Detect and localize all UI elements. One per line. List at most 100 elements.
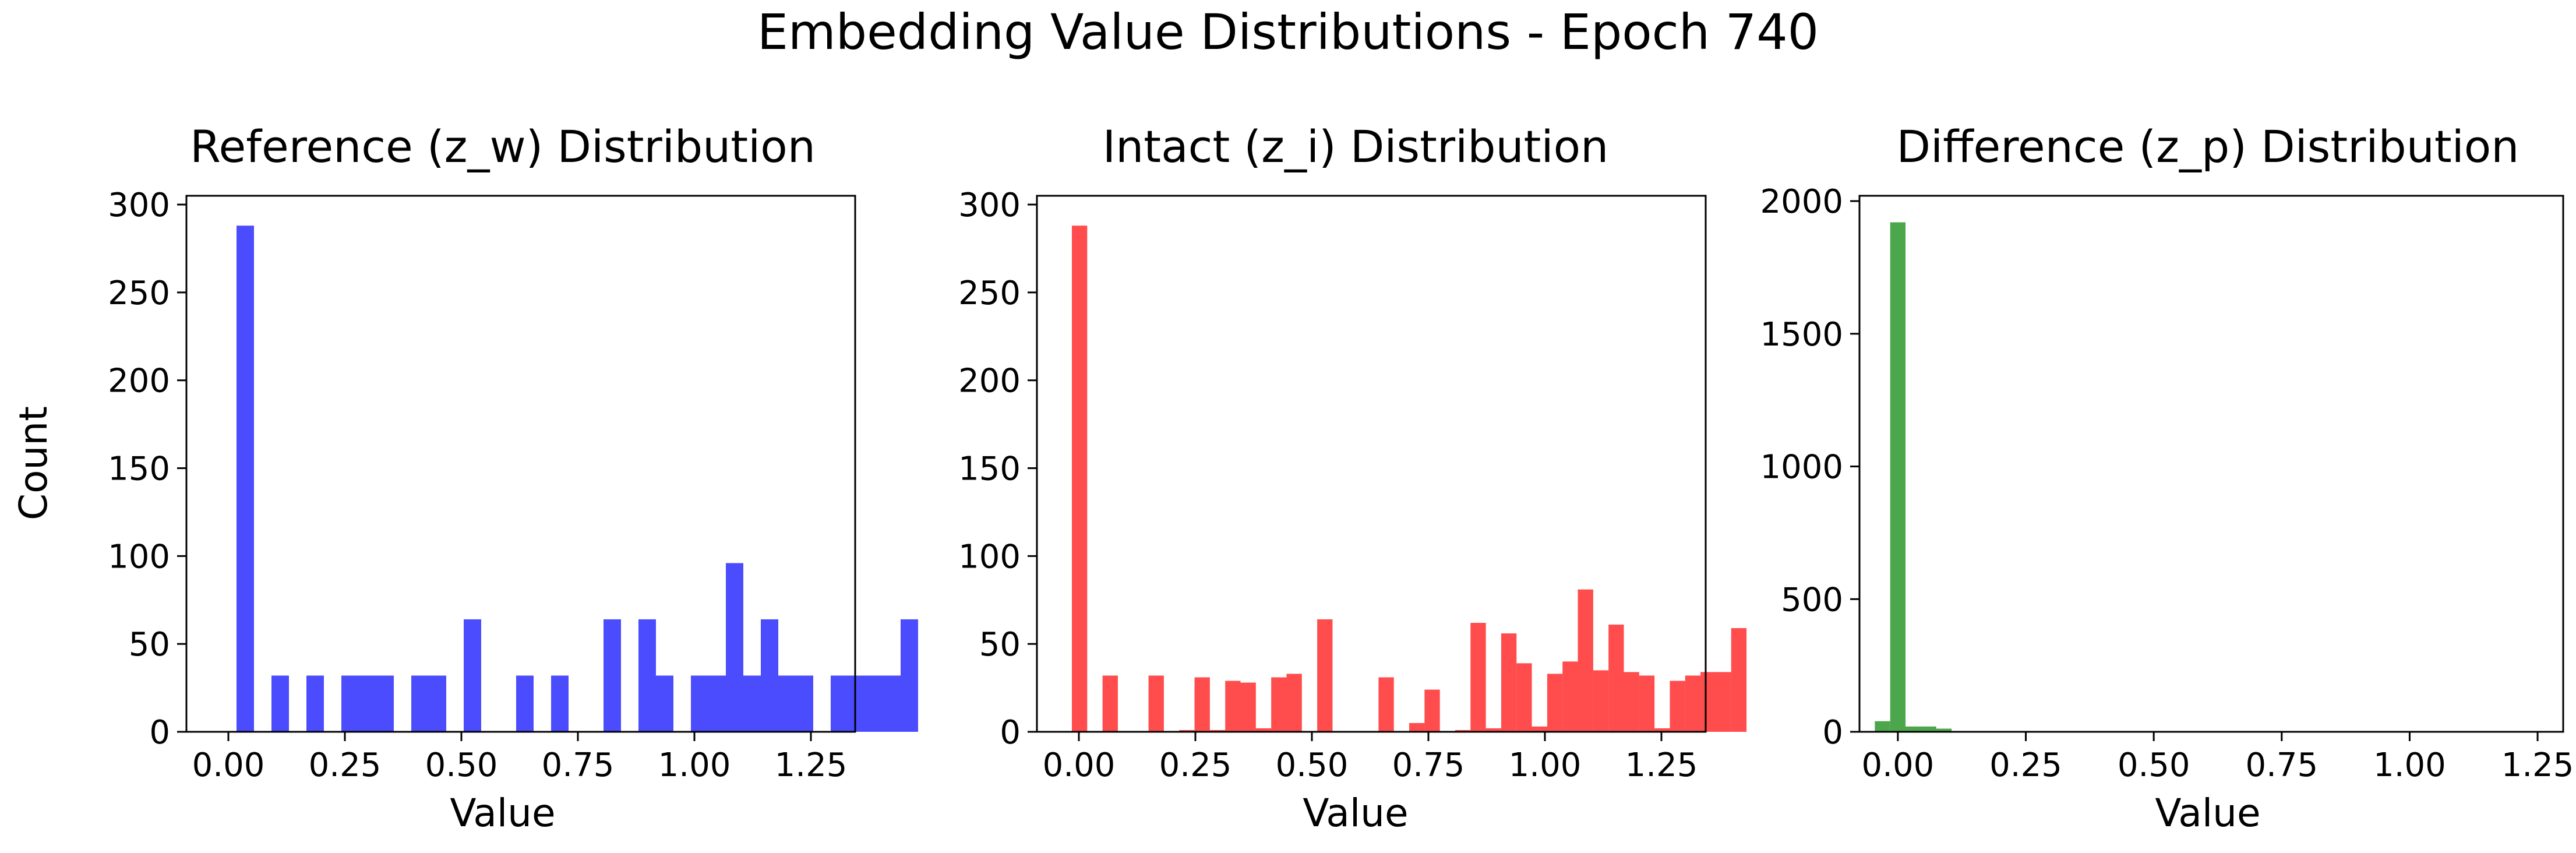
intact-histogram-panel: Intact (z_i) Distribution Value 0.00 0.25… <box>958 121 1747 836</box>
y-tick-label: 1500 <box>1760 316 1843 354</box>
ticks: 0.00 0.25 0.50 0.75 1.00 1.25 0 50 100 150 200 250 3… <box>958 186 1698 784</box>
histogram-bar <box>691 675 708 732</box>
difference-histogram-panel: Difference (z_p) Distribution Value 0.00… <box>1760 121 2574 836</box>
histogram-bar <box>1905 726 1921 732</box>
x-tick-label: 0.25 <box>1159 746 1232 784</box>
y-tick-label: 2000 <box>1760 183 1843 221</box>
x-tick-label: 0.00 <box>192 746 265 784</box>
x-tick-label: 0.25 <box>1989 746 2062 784</box>
histogram-bar <box>1378 677 1394 732</box>
histogram-bar <box>1470 622 1486 732</box>
histogram-bar <box>1148 675 1164 732</box>
histogram-bar <box>1921 726 1936 732</box>
histogram-bar <box>1102 675 1118 732</box>
histogram-bar <box>1547 674 1563 732</box>
y-tick-label: 200 <box>958 362 1021 400</box>
x-tick-label: 0.75 <box>1392 746 1465 784</box>
x-tick-label: 0.25 <box>309 746 382 784</box>
histogram-bar <box>1624 672 1639 732</box>
histogram-bar <box>1286 674 1302 732</box>
figure-title: Embedding Value Distributions - Epoch 74… <box>757 3 1819 61</box>
y-tick-label: 150 <box>108 450 170 488</box>
x-tick-label: 1.25 <box>2501 746 2574 784</box>
bars <box>1875 222 1952 732</box>
histogram-bar <box>1072 225 1088 732</box>
histogram-bar <box>429 675 446 732</box>
y-tick-label: 1000 <box>1760 449 1843 487</box>
x-tick-label: 1.25 <box>775 746 848 784</box>
histogram-bar <box>1936 728 1952 732</box>
histogram-bar <box>796 675 813 732</box>
plot-frame <box>1036 195 1707 733</box>
bars <box>237 225 918 732</box>
y-tick-label: 0 <box>1000 714 1021 752</box>
histogram-bar <box>1424 689 1440 732</box>
x-tick-label: 0.75 <box>2245 746 2318 784</box>
x-tick-label: 0.50 <box>425 746 498 784</box>
histogram-bar <box>1890 222 1906 732</box>
x-tick-label: 0.00 <box>1043 746 1116 784</box>
y-tick-label: 50 <box>979 626 1021 664</box>
histogram-bar <box>743 675 761 732</box>
histogram-bar <box>1209 729 1226 732</box>
histogram-bar <box>1731 628 1747 732</box>
histogram-bar <box>866 675 883 732</box>
panel-title: Intact (z_i) Distribution <box>1103 121 1609 172</box>
histogram-bar <box>464 619 481 732</box>
y-axis-label: Count <box>11 406 56 520</box>
x-tick-label: 1.00 <box>2373 746 2446 784</box>
y-tick-label: 300 <box>958 186 1021 224</box>
histogram-bar <box>1685 675 1701 732</box>
histogram-bar <box>656 675 673 732</box>
histogram-bar <box>1578 589 1593 732</box>
y-tick-label: 100 <box>958 538 1021 576</box>
y-tick-label: 100 <box>108 538 170 576</box>
histogram-bar <box>708 675 726 732</box>
x-tick-label: 0.00 <box>1862 746 1935 784</box>
histogram-bar <box>1409 722 1425 732</box>
y-tick-label: 0 <box>149 714 170 752</box>
ticks: 0.00 0.25 0.50 0.75 1.00 1.25 0 500 1000 1500 2000 <box>1760 183 2574 784</box>
y-tick-label: 500 <box>1781 581 1843 619</box>
histogram-bar <box>1485 728 1501 732</box>
histogram-bar <box>638 619 656 732</box>
histogram-bar <box>1716 672 1731 732</box>
histogram-bar <box>1670 681 1685 732</box>
histogram-bar <box>237 225 254 732</box>
histogram-bar <box>551 675 569 732</box>
histogram-bar <box>1516 663 1532 732</box>
histogram-bar <box>1532 726 1547 732</box>
histogram-bar <box>1179 729 1195 732</box>
x-axis-label: Value <box>1303 791 1408 836</box>
histogram-bar <box>1700 672 1716 732</box>
x-axis-label: Value <box>450 791 555 836</box>
histogram-bar <box>1593 670 1609 732</box>
plot-frame <box>185 195 856 733</box>
histogram-bar <box>848 675 866 732</box>
y-tick-label: 300 <box>108 186 170 224</box>
x-tick-label: 0.50 <box>2118 746 2190 784</box>
y-tick-label: 0 <box>1822 714 1843 752</box>
histogram-bar <box>1255 728 1272 732</box>
histogram-bar <box>1875 721 1890 732</box>
histogram-bar <box>901 619 918 732</box>
histogram-bar <box>761 619 778 732</box>
histogram-bar <box>359 675 376 732</box>
histogram-bar <box>1240 682 1256 732</box>
reference-histogram-panel: Reference (z_w) Distribution Value Count… <box>11 121 918 836</box>
x-tick-label: 0.75 <box>542 746 615 784</box>
y-tick-label: 250 <box>108 274 170 312</box>
histogram-bar <box>1608 625 1624 732</box>
histogram-bar <box>726 563 743 732</box>
histogram-bar <box>604 619 621 732</box>
histogram-bar <box>1271 677 1287 732</box>
x-tick-label: 1.00 <box>1509 746 1582 784</box>
ticks: 0.00 0.25 0.50 0.75 1.00 1.25 0 50 100 150 200 250 3… <box>108 186 847 784</box>
histogram-bar <box>271 675 289 732</box>
histogram-bar <box>1562 661 1578 732</box>
x-tick-label: 0.50 <box>1276 746 1349 784</box>
histogram-bar <box>411 675 429 732</box>
y-tick-label: 150 <box>958 450 1021 488</box>
histogram-bar <box>1455 729 1471 732</box>
